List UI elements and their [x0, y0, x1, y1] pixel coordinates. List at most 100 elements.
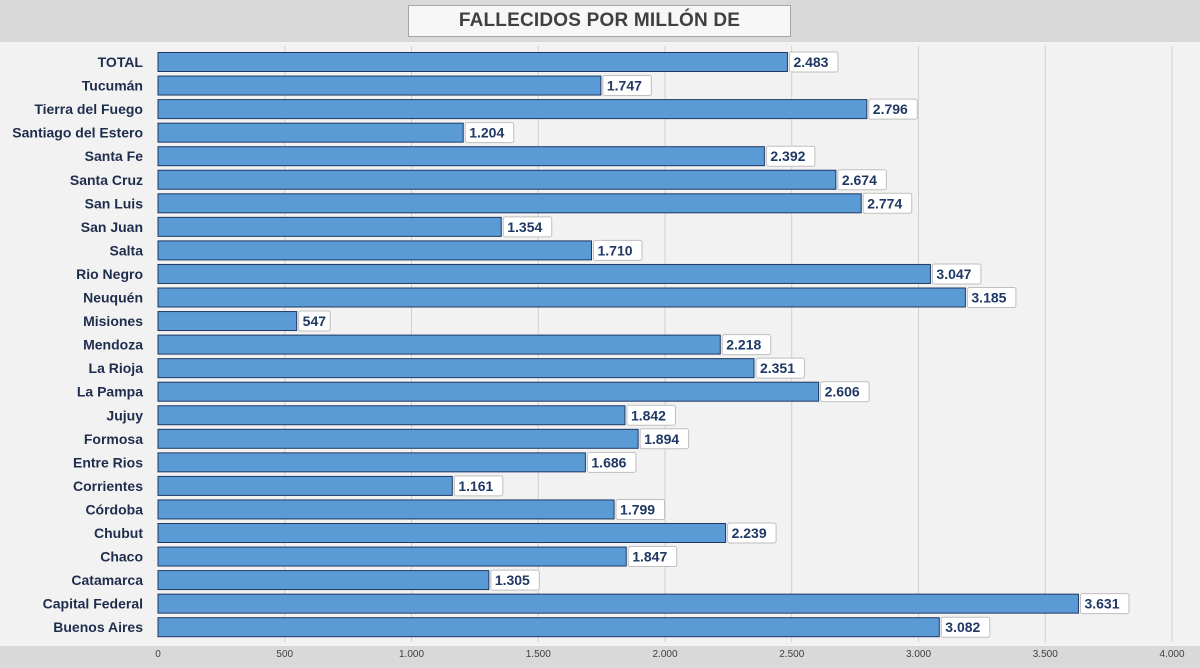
data-label-box	[1079, 593, 1130, 615]
data-label-box	[627, 546, 678, 568]
data-label: 2.218	[726, 337, 761, 353]
data-label: 1.842	[631, 407, 666, 423]
category-labels: TOTAL Tucumán Tierra del Fuego Santiago del…	[12, 54, 143, 635]
data-label-box	[453, 475, 504, 497]
x-tick-label: 2.000	[652, 649, 677, 660]
x-tick-label: 2.500	[779, 649, 804, 660]
x-tick-label: 0	[155, 649, 161, 660]
data-label: 1.686	[591, 454, 626, 470]
data-label-box	[820, 381, 870, 403]
category-label: Salta	[110, 242, 144, 258]
data-label-box	[586, 451, 637, 473]
data-label: 2.392	[770, 148, 805, 164]
x-axis-tick-labels: 0 500 1.000 1.500 2.000 2.500 3.000 3.500 4.000	[155, 649, 1185, 660]
bar	[157, 570, 490, 591]
bar	[157, 617, 940, 638]
category-label: Santa Cruz	[70, 172, 143, 188]
data-label-box	[490, 569, 540, 591]
bar	[157, 216, 502, 237]
x-tick-label: 4.000	[1159, 649, 1184, 660]
category-label: Tierra del Fuego	[34, 101, 143, 117]
data-label: 2.606	[825, 384, 860, 400]
bar	[157, 99, 868, 120]
category-label: Mendoza	[83, 337, 143, 353]
data-label: 3.082	[945, 619, 980, 635]
data-label: 547	[303, 313, 327, 329]
bars	[157, 52, 1079, 638]
data-label-box	[502, 216, 553, 238]
data-label: 3.185	[971, 290, 1006, 306]
data-label: 1.204	[469, 125, 504, 141]
data-label-box	[788, 51, 839, 73]
data-label: 2.351	[760, 360, 795, 376]
data-label-box	[615, 498, 666, 520]
bar	[157, 193, 862, 214]
data-label-box	[721, 334, 772, 356]
data-label: 1.747	[607, 78, 642, 94]
category-label: Córdoba	[85, 501, 143, 517]
data-labels: 2.483 1.747 2.796 1.204 2.392 2.674 2.774 1.354…	[298, 51, 1130, 638]
data-label: 3.047	[936, 266, 971, 282]
bar	[157, 546, 627, 567]
category-label: Jujuy	[106, 407, 143, 423]
category-label: Entre Rios	[73, 454, 143, 470]
x-tick-label: 3.500	[1033, 649, 1058, 660]
data-label: 2.674	[842, 172, 877, 188]
data-label-box	[868, 98, 918, 120]
bar	[157, 311, 298, 332]
data-label: 1.305	[495, 572, 530, 588]
category-label: Chaco	[100, 549, 143, 565]
category-label: Santa Fe	[85, 148, 144, 164]
category-label: Buenos Aires	[53, 619, 143, 635]
bar	[157, 358, 755, 379]
category-label: Formosa	[84, 431, 143, 447]
data-label-box	[755, 357, 805, 379]
data-label-box	[639, 428, 690, 450]
data-label-box	[602, 75, 652, 97]
category-label: La Rioja	[89, 360, 144, 376]
data-label-box	[966, 287, 1017, 308]
bar	[157, 428, 639, 449]
x-tick-label: 1.500	[526, 649, 551, 660]
category-label: Catamarca	[71, 572, 143, 588]
data-label: 1.894	[644, 431, 679, 447]
data-label-box	[931, 263, 982, 285]
bar	[157, 122, 464, 143]
category-label: TOTAL	[98, 54, 144, 70]
category-label: Santiago del Estero	[12, 125, 143, 141]
data-label: 1.354	[507, 219, 542, 235]
category-label: La Pampa	[77, 384, 143, 400]
data-label: 2.483	[793, 54, 828, 70]
category-label: Misiones	[83, 313, 143, 329]
x-tick-label: 500	[276, 649, 293, 660]
bar	[157, 405, 626, 426]
data-label: 1.710	[597, 242, 632, 258]
bar	[157, 499, 615, 520]
data-label: 1.847	[632, 549, 667, 565]
x-tick-label: 1.000	[399, 649, 424, 660]
category-label: Neuquén	[83, 290, 143, 306]
category-label: Corrientes	[73, 478, 143, 494]
bar	[157, 334, 721, 355]
bar	[157, 523, 727, 543]
category-label: Capital Federal	[43, 596, 143, 612]
data-label-box	[837, 169, 887, 191]
data-label-box	[592, 239, 643, 261]
data-label: 1.799	[620, 501, 655, 517]
category-label: Chubut	[94, 525, 143, 541]
category-label: San Juan	[81, 219, 143, 235]
data-label-box	[765, 145, 816, 167]
bar	[157, 452, 586, 473]
x-tick-label: 3.000	[906, 649, 931, 660]
bar	[157, 169, 837, 190]
data-label-box	[464, 122, 515, 144]
bar	[157, 381, 820, 402]
bar	[157, 146, 765, 167]
chart-title: FALLECIDOS POR MILLÓN DE HABITANTES	[408, 5, 791, 61]
bar	[157, 475, 453, 496]
data-label-box	[298, 310, 331, 332]
data-label-box	[940, 616, 991, 638]
data-label: 2.796	[873, 101, 908, 117]
category-label: Tucumán	[82, 78, 143, 94]
